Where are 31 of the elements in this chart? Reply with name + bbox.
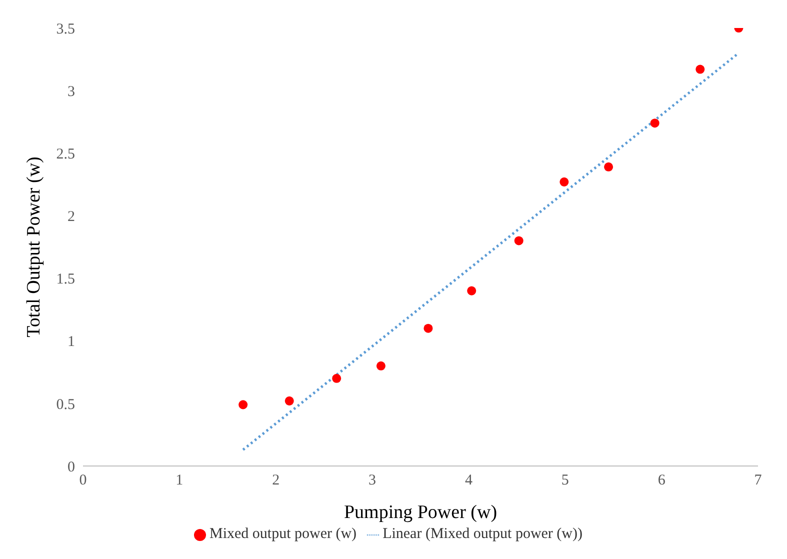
legend-label: Linear (Mixed output power (w)): [382, 526, 582, 542]
y-tick-label: 1.5: [56, 272, 75, 288]
point: [376, 361, 386, 370]
point: [696, 64, 705, 74]
x-tick-label: 1: [176, 472, 184, 489]
point: [650, 118, 660, 128]
point: [604, 162, 614, 172]
y-tick-label: 3.5: [56, 21, 75, 38]
y-tick-label: 2.5: [56, 146, 75, 162]
y-tick-label: 0: [68, 459, 75, 476]
x-tick-label: 2: [272, 472, 280, 489]
point: [560, 177, 569, 186]
point: [467, 286, 476, 296]
y-axis-title: Total Output Power (w): [24, 156, 45, 338]
x-tick-label: 4: [464, 472, 473, 489]
point: [238, 400, 248, 410]
y-tick-label: 0.5: [56, 396, 75, 413]
x-tick-label: 5: [561, 472, 569, 489]
point: [332, 374, 342, 383]
y-tick-label: 2: [68, 209, 75, 226]
legend-label: Mixed output power (w): [210, 526, 357, 542]
point: [424, 324, 433, 333]
x-tick-label: 3: [368, 472, 376, 489]
x-tick-label: 7: [754, 472, 762, 489]
y-tick-label: 1: [68, 334, 75, 350]
x-tick-label: 6: [658, 472, 666, 489]
y-tick-label: 3: [68, 84, 75, 100]
x-tick-label: 0: [79, 472, 87, 489]
x-axis-title: Pumping Power (w): [344, 502, 498, 523]
point: [284, 396, 294, 406]
point: [514, 236, 524, 246]
